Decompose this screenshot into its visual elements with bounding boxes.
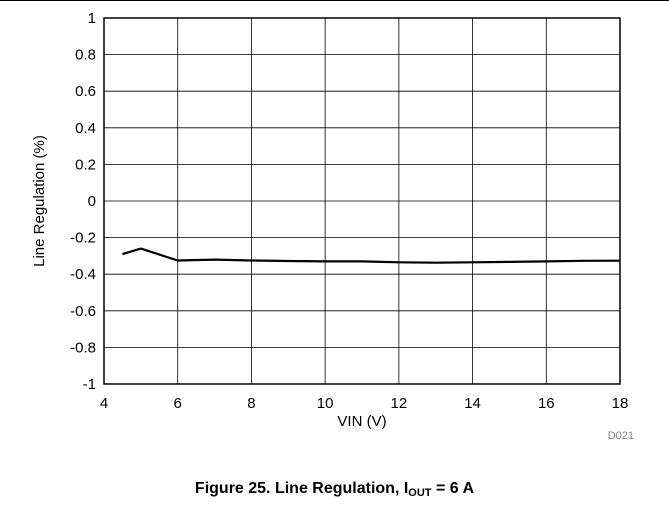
y-tick-label: -0.6 bbox=[70, 303, 96, 320]
x-tick-label: 8 bbox=[247, 395, 255, 412]
x-tick-label: 18 bbox=[612, 395, 629, 412]
caption-subscript: OUT bbox=[408, 487, 432, 499]
y-tick-label: 0.2 bbox=[75, 156, 96, 173]
y-tick-label: 0.8 bbox=[75, 47, 96, 64]
x-tick-labels: 4 6 8 10 12 14 16 18 bbox=[100, 395, 629, 412]
grid-lines bbox=[103, 17, 621, 385]
x-tick-label: 10 bbox=[317, 395, 334, 412]
x-tick-label: 6 bbox=[174, 395, 182, 412]
line-regulation-chart: 4 6 8 10 12 14 16 18 1 0.8 0.6 0.4 0.2 0 -0.2 -0.4 -0.6… bbox=[31, 10, 634, 442]
top-rule bbox=[0, 0, 669, 1]
figure-caption: Figure 25. Line Regulation, IOUT = 6 A bbox=[0, 480, 669, 499]
x-axis-title: VIN (V) bbox=[337, 413, 386, 430]
caption-suffix: = 6 A bbox=[431, 480, 475, 497]
y-tick-label: -0.8 bbox=[70, 339, 96, 356]
y-axis-title: Line Regulation (%) bbox=[31, 135, 48, 267]
x-tick-label: 16 bbox=[538, 395, 555, 412]
x-tick-label: 14 bbox=[464, 395, 481, 412]
y-tick-label: 1 bbox=[88, 10, 96, 27]
series-line bbox=[122, 247, 621, 264]
x-tick-label: 4 bbox=[100, 395, 108, 412]
plot-frame bbox=[103, 17, 621, 385]
y-tick-label: 0.6 bbox=[75, 83, 96, 100]
y-tick-label: 0.4 bbox=[75, 120, 96, 137]
y-tick-label: 0 bbox=[88, 193, 96, 210]
y-tick-label: -1 bbox=[83, 376, 96, 393]
y-tick-label: -0.2 bbox=[70, 230, 96, 247]
y-tick-label: -0.4 bbox=[70, 266, 96, 283]
figure-id: D021 bbox=[608, 430, 634, 442]
y-tick-labels: 1 0.8 0.6 0.4 0.2 0 -0.2 -0.4 -0.6 -0.8 -1 bbox=[70, 10, 96, 393]
x-tick-label: 12 bbox=[391, 395, 408, 412]
caption-prefix: Figure 25. Line Regulation, I bbox=[194, 480, 409, 497]
